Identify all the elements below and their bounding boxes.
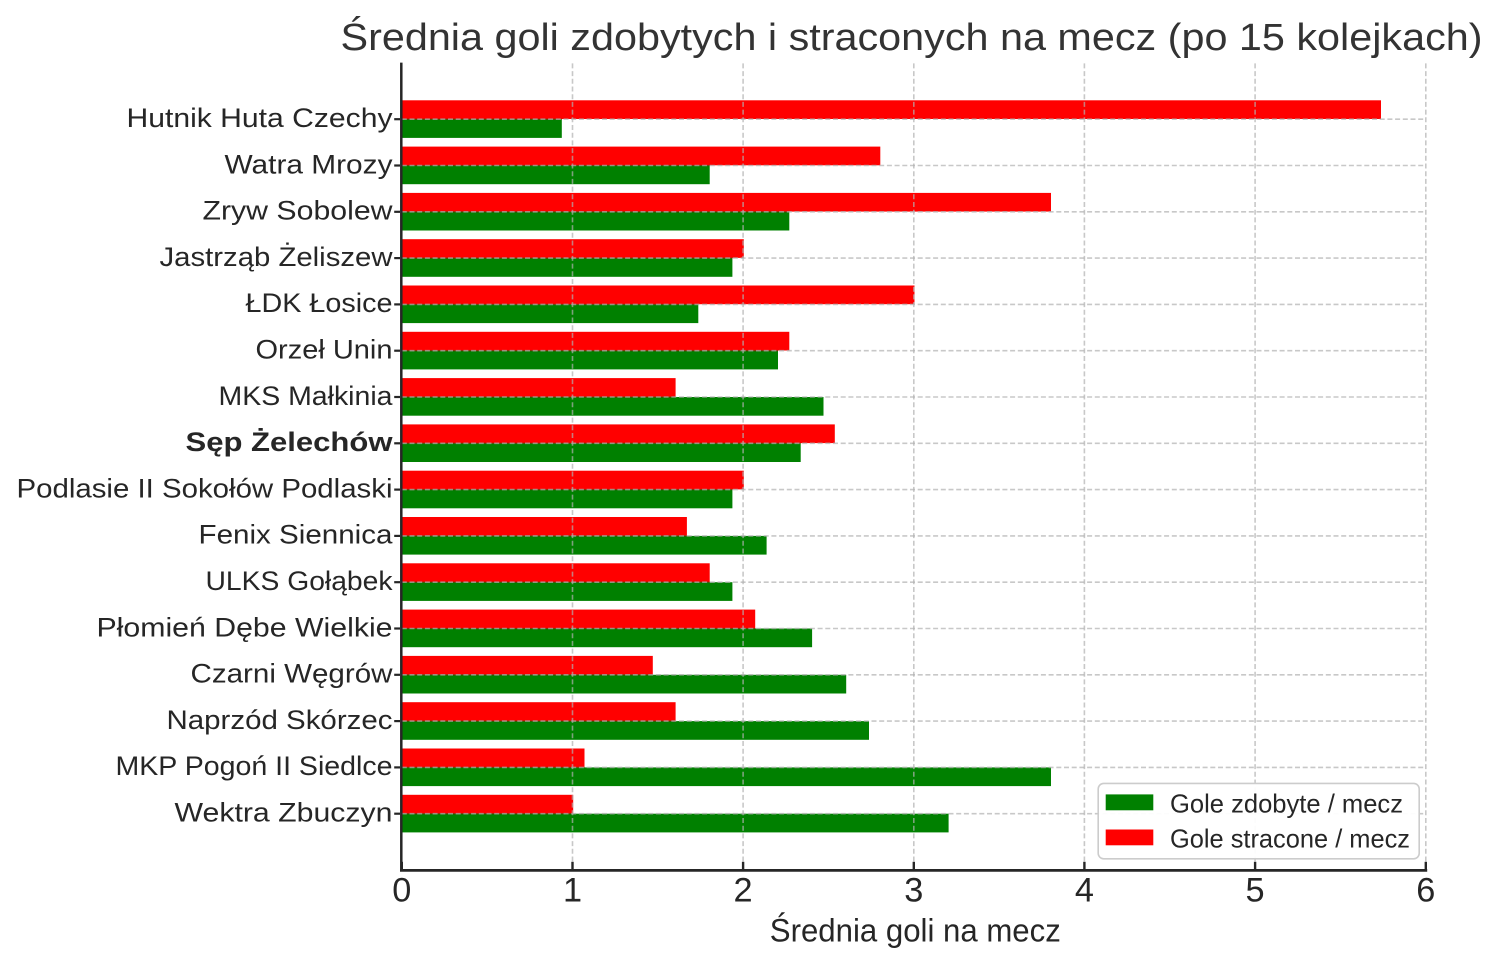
svg-text:Podlasie II Sokołów Podlaski: Podlasie II Sokołów Podlaski bbox=[17, 473, 393, 503]
svg-text:Średnia goli na mecz: Średnia goli na mecz bbox=[770, 911, 1061, 949]
svg-text:Gole stracone / mecz: Gole stracone / mecz bbox=[1170, 823, 1410, 853]
svg-text:Gole zdobyte / mecz: Gole zdobyte / mecz bbox=[1170, 788, 1403, 818]
svg-text:Naprzód Skórzec: Naprzód Skórzec bbox=[167, 705, 393, 735]
svg-text:6: 6 bbox=[1416, 872, 1435, 910]
svg-text:3: 3 bbox=[904, 872, 923, 910]
svg-text:Wektra Zbuczyn: Wektra Zbuczyn bbox=[175, 798, 393, 828]
svg-text:ULKS Gołąbek: ULKS Gołąbek bbox=[206, 566, 394, 596]
svg-text:Płomień Dębe Wielkie: Płomień Dębe Wielkie bbox=[97, 612, 393, 642]
svg-text:Czarni Węgrów: Czarni Węgrów bbox=[191, 659, 394, 689]
svg-text:Jastrząb Żeliszew: Jastrząb Żeliszew bbox=[160, 242, 394, 272]
svg-text:MKP Pogoń II Siedlce: MKP Pogoń II Siedlce bbox=[116, 751, 393, 781]
svg-text:MKS Małkinia: MKS Małkinia bbox=[219, 381, 393, 411]
svg-text:Watra Mrozy: Watra Mrozy bbox=[225, 149, 394, 179]
svg-text:0: 0 bbox=[392, 872, 411, 910]
svg-text:4: 4 bbox=[1075, 872, 1094, 910]
svg-text:Sęp Żelechów: Sęp Żelechów bbox=[186, 427, 393, 457]
svg-text:ŁDK Łosice: ŁDK Łosice bbox=[246, 288, 393, 318]
svg-text:1: 1 bbox=[563, 872, 582, 910]
svg-text:2: 2 bbox=[734, 872, 753, 910]
svg-text:Hutnik Huta Czechy: Hutnik Huta Czechy bbox=[127, 103, 394, 133]
svg-text:Orzeł Unin: Orzeł Unin bbox=[256, 335, 393, 365]
svg-text:Średnia goli zdobytych i strac: Średnia goli zdobytych i straconych na m… bbox=[341, 14, 1483, 59]
svg-text:Fenix Siennica: Fenix Siennica bbox=[199, 520, 393, 550]
svg-text:5: 5 bbox=[1246, 872, 1265, 910]
svg-text:Zryw Sobolew: Zryw Sobolew bbox=[203, 196, 394, 226]
